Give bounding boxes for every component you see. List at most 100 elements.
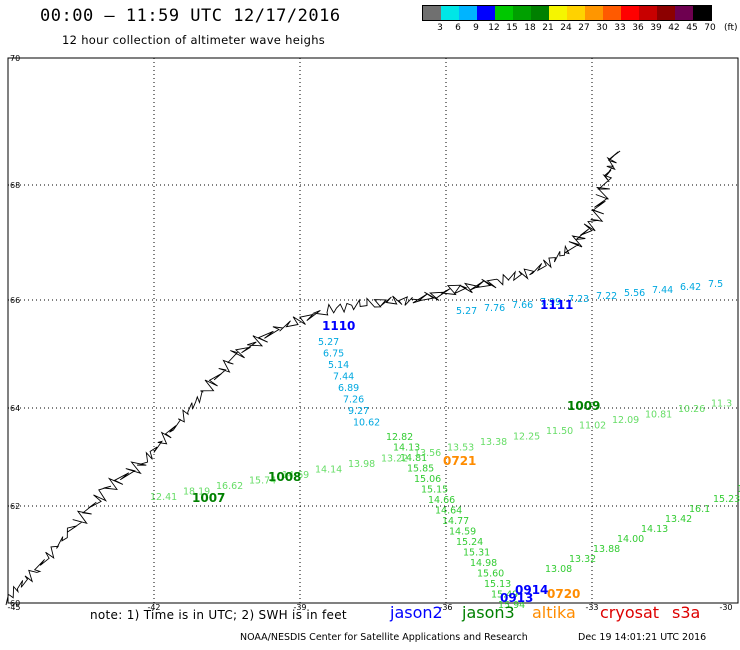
colorbar-swatch xyxy=(621,6,639,20)
track-time-label: 0913 xyxy=(500,591,533,605)
colorbar-labels: 3 6 9 12 15 18 21 24 27 30 33 36 39 42 45 70 (ft) xyxy=(422,23,737,37)
swh-value: 14.69 xyxy=(282,470,309,481)
swh-value: 13.38 xyxy=(480,437,507,448)
colorbar-label: 27 xyxy=(578,23,590,33)
colorbar-label: 30 xyxy=(596,23,608,33)
swh-value: 14.00 xyxy=(617,534,644,545)
swh-value: 13.42 xyxy=(665,514,692,525)
swh-value: 7.26 xyxy=(343,395,364,406)
track-time-label: 1009 xyxy=(567,399,600,413)
colorbar-swatch xyxy=(549,6,567,20)
colorbar-label: 21 xyxy=(542,23,554,33)
swh-value: 14.77 xyxy=(442,516,469,527)
colorbar-swatch xyxy=(441,6,459,20)
legend-item-s3a: s3a xyxy=(672,603,701,622)
swh-value: 5.14 xyxy=(328,360,349,371)
swh-value: 7.76 xyxy=(484,303,505,314)
lat-tick-label: 60 xyxy=(10,599,20,608)
swh-value: 16.62 xyxy=(216,481,243,492)
swh-value: 15.15 xyxy=(421,485,448,496)
swh-value: 10.81 xyxy=(645,410,672,421)
swh-value: 15.49 xyxy=(491,590,518,601)
lat-tick-label: 66 xyxy=(10,296,20,305)
track-time-label: 0721 xyxy=(443,454,476,468)
track-time-label: 1111 xyxy=(540,298,573,312)
colorbar-label: 24 xyxy=(560,23,572,33)
colorbar-label: 12 xyxy=(488,23,500,33)
colorbar-label: 6 xyxy=(455,23,461,33)
colorbar-swatch xyxy=(639,6,657,20)
lon-tick-label: -36 xyxy=(439,603,452,612)
swh-value: 13.08 xyxy=(545,564,572,575)
colorbar-swatch xyxy=(585,6,603,20)
swh-value: 6.89 xyxy=(338,383,359,394)
legend-item-jason2: jason2 xyxy=(390,603,443,622)
swh-value: 14.98 xyxy=(470,558,497,569)
swh-value: 15.60 xyxy=(477,569,504,580)
swh-value: 11.50 xyxy=(546,426,573,437)
graticule xyxy=(8,58,738,603)
colorbar-label: 45 xyxy=(686,23,698,33)
colorbar-swatch xyxy=(657,6,675,20)
swh-value: 12.82 xyxy=(386,432,413,443)
colorbar-label: 9 xyxy=(473,23,479,33)
swh-value: 5.27 xyxy=(456,306,477,317)
swh-value: 14.66 xyxy=(428,495,455,506)
swh-value: 14.81 xyxy=(400,453,427,464)
track-time-label: 1008 xyxy=(268,470,301,484)
swh-value: 14.13 xyxy=(641,524,668,535)
lon-tick-label: -45 xyxy=(7,603,20,612)
colorbar-swatch xyxy=(603,6,621,20)
lon-tick-label: -33 xyxy=(585,603,598,612)
colorbar-swatch xyxy=(477,6,495,20)
swh-value: 14.13 xyxy=(393,443,420,454)
swh-value: 7.22 xyxy=(596,291,617,302)
swh-value: 11.02 xyxy=(579,421,606,432)
lat-tick-label: 62 xyxy=(10,502,20,511)
swh-value: 7.99 xyxy=(540,297,561,308)
lon-tick-label: -30 xyxy=(719,603,732,612)
swh-value: 15.85 xyxy=(407,464,434,475)
colorbar-label: 36 xyxy=(632,23,644,33)
credit-line: NOAA/NESDIS Center for Satellite Applica… xyxy=(240,632,528,643)
map-subtitle: 12 hour collection of altimeter wave hei… xyxy=(62,33,326,47)
legend-item-jason3: jason3 xyxy=(462,603,515,622)
colorbar-label: 33 xyxy=(614,23,626,33)
swh-value: 14.32 xyxy=(737,484,740,495)
swh-value: 13.22 xyxy=(381,454,408,465)
swh-value: 6.42 xyxy=(680,282,701,293)
colorbar-swatch xyxy=(459,6,477,20)
swh-value: 7.44 xyxy=(333,372,354,383)
colorbar-unit: (ft) xyxy=(724,23,738,33)
lat-tick-label: 70 xyxy=(10,54,20,63)
swh-value: 9.27 xyxy=(348,406,369,417)
lon-tick-label: -42 xyxy=(147,603,160,612)
swh-value: 15.24 xyxy=(456,537,483,548)
swh-value: 15.74 xyxy=(249,476,276,487)
swh-value: 14.14 xyxy=(315,465,342,476)
swh-value: 12.25 xyxy=(513,432,540,443)
swh-value: 13.88 xyxy=(593,544,620,555)
colorbar-legend: 3 6 9 12 15 18 21 24 27 30 33 36 39 42 45 70 (ft) xyxy=(422,5,738,38)
swh-value: 15.06 xyxy=(414,474,441,485)
swh-value: 6.75 xyxy=(323,349,344,360)
swh-value: 16.1 xyxy=(689,504,710,515)
colorbar-label: 3 xyxy=(437,23,443,33)
map-title: 00:00 – 11:59 UTC 12/17/2016 xyxy=(40,6,341,26)
swh-value: 13.98 xyxy=(348,459,375,470)
axis-labels: 70 68 66 64 62 60-45 -42 -39 -36 -33 -30 xyxy=(7,54,732,612)
colorbar-label: 70 xyxy=(704,23,716,33)
track-time-label: 1110 xyxy=(322,319,355,333)
lat-tick-label: 64 xyxy=(10,404,20,413)
swh-value: 14.59 xyxy=(449,527,476,538)
swh-value: 12.41 xyxy=(150,492,177,503)
swh-value: 15.31 xyxy=(463,548,490,559)
swh-value: 15.23 xyxy=(713,494,740,505)
colorbar-swatch xyxy=(513,6,531,20)
colorbar-swatch xyxy=(531,6,549,20)
footer-note: note: 1) Time is in UTC; 2) SWH is in fe… xyxy=(90,608,347,622)
swh-value: 10.62 xyxy=(353,418,380,429)
colorbar-swatch xyxy=(423,6,441,20)
swh-value: 7.66 xyxy=(512,300,533,311)
swh-value: 11.3 xyxy=(711,399,732,410)
